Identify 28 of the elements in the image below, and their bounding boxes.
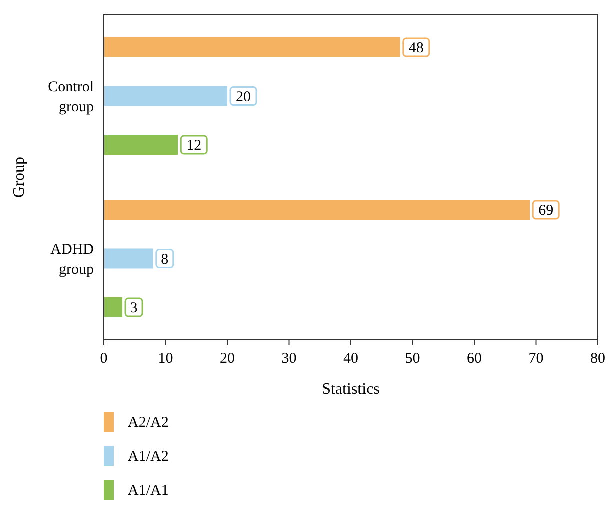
data-label: 12 (186, 138, 202, 154)
bar (104, 200, 530, 220)
data-label: 69 (538, 203, 554, 219)
legend-label: A1/A1 (128, 483, 169, 499)
x-tick-label: 80 (590, 351, 606, 367)
data-label: 8 (161, 252, 169, 268)
x-tick-label: 20 (220, 351, 235, 367)
legend-label: A2/A2 (128, 415, 169, 431)
bar (104, 298, 123, 318)
x-tick-label: 10 (158, 351, 174, 367)
x-tick-label: 50 (405, 351, 420, 367)
data-label: 3 (130, 300, 138, 316)
data-label: 48 (408, 40, 424, 56)
x-axis-title: Statistics (322, 381, 380, 398)
legend-label: A1/A2 (128, 449, 169, 465)
bar (104, 248, 154, 269)
y-tick-label: ADHD group (50, 242, 94, 278)
bar (104, 135, 178, 155)
x-tick-label: 40 (344, 351, 358, 367)
x-tick-label: 70 (528, 351, 544, 367)
bar (104, 38, 400, 58)
x-tick-label: 60 (467, 351, 482, 367)
bar (104, 86, 228, 106)
data-label: 20 (236, 89, 251, 106)
y-axis-title: Group (11, 157, 28, 198)
y-tick-label: Control group (48, 79, 94, 116)
x-tick-label: 0 (100, 351, 108, 367)
x-tick-label: 30 (282, 351, 297, 367)
